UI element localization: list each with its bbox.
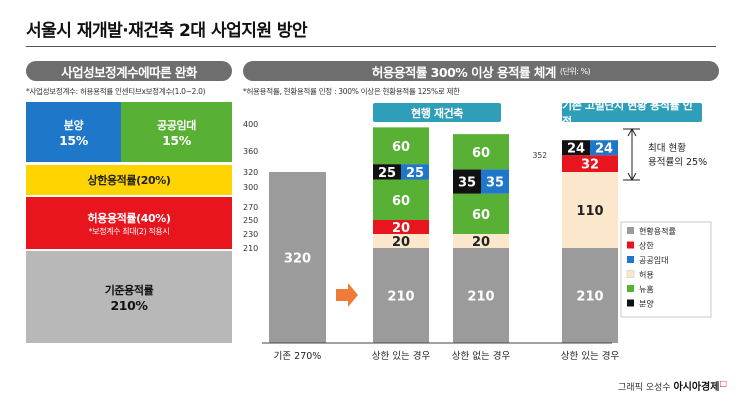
right-panel-note: *허용용적률, 현황용적률 인정 : 300% 이상은 현황용적률 125%로 … bbox=[243, 87, 460, 96]
bar-label: 210 bbox=[576, 290, 603, 305]
left-panel-heading: 사업성보정계수에따른 완화 bbox=[26, 61, 232, 81]
base-label: 기준용적률 bbox=[104, 283, 154, 297]
bar-label: 60 bbox=[392, 140, 410, 155]
page-title: 서울시 재개발·재건축 2대 사업지원 방안 bbox=[26, 21, 308, 41]
upper-limit-box: 상한용적률(20%) bbox=[26, 165, 232, 195]
right-panel-heading: 허용용적률 300% 이상 용적률 체계 (단위: %) bbox=[243, 61, 719, 81]
bar-segment-기준 bbox=[562, 248, 618, 343]
legend-swatch bbox=[627, 227, 634, 234]
y-tick-label: 210 bbox=[243, 244, 258, 253]
bar-label: 60 bbox=[472, 146, 490, 161]
upper-limit-label: 상한용적률(20%) bbox=[87, 174, 171, 187]
bar-label: 20 bbox=[472, 235, 490, 250]
bar-label: 320 bbox=[284, 252, 311, 267]
left-panel-note: *사업성보정계수: 허용용적률 인센티브x보정계수(1.0~2.0) bbox=[26, 87, 206, 96]
category-label: 상한 있는 경우 bbox=[561, 350, 620, 362]
bracket-arrow-down bbox=[627, 172, 637, 182]
bar-label: 24 bbox=[567, 142, 585, 157]
arrow-icon bbox=[336, 283, 358, 307]
bar-segment-분양 bbox=[373, 164, 401, 180]
public-rental-label: 공공임대 bbox=[157, 118, 196, 132]
bar-label: 25 bbox=[406, 166, 424, 181]
sale-box: 분양 15% bbox=[26, 102, 121, 162]
bar-segment-뉴홈 bbox=[373, 127, 429, 165]
credit-author: 그래픽 오성수 bbox=[618, 383, 671, 393]
allowed-box: 허용용적률(40%) *보정계수 최대(2) 적용시 bbox=[26, 197, 232, 249]
legend-label: 뉴홈 bbox=[639, 284, 654, 294]
allowed-label: 허용용적률(40%) bbox=[87, 211, 171, 225]
category-label: 기존 270% bbox=[274, 351, 322, 362]
y-tick-label-352: 352 bbox=[533, 151, 548, 160]
y-tick-label: 270 bbox=[243, 203, 258, 212]
bar-segment-현황용적률 bbox=[269, 172, 326, 343]
bar-segment-상한 bbox=[373, 220, 429, 234]
legend-label: 허용 bbox=[639, 271, 654, 280]
credit: 그래픽 오성수 아시아경제□ bbox=[618, 379, 727, 393]
tag-current-rebuild: 현행 재건축 bbox=[373, 103, 501, 122]
y-tick-label: 400 bbox=[243, 120, 258, 129]
bar-segment-기준 bbox=[373, 248, 429, 343]
brand-logo: 아시아경제 bbox=[673, 382, 720, 393]
y-tick-label: 320 bbox=[243, 168, 258, 177]
bar-segment-공공임대 bbox=[590, 140, 618, 156]
y-tick-label: 230 bbox=[243, 230, 258, 239]
category-label: 상한 있는 경우 bbox=[372, 350, 431, 362]
bar-segment-분양 bbox=[453, 169, 481, 194]
base-value: 210% bbox=[110, 297, 148, 313]
bar-label: 210 bbox=[387, 290, 414, 305]
public-rental-box: 공공임대 15% bbox=[121, 102, 232, 162]
legend-swatch bbox=[627, 256, 634, 263]
right-panel-title: 허용용적률 300% 이상 용적률 체계 bbox=[371, 64, 557, 80]
bar-label: 60 bbox=[392, 194, 410, 209]
category-label: 상한 없는 경우 bbox=[452, 350, 511, 362]
legend-label: 현황용적률 bbox=[639, 226, 676, 236]
bar-segment-뉴홈 bbox=[453, 193, 509, 234]
y-tick-label: 300 bbox=[243, 183, 258, 192]
bar-segment-허용 bbox=[562, 172, 618, 248]
bracket-arrow-up bbox=[627, 127, 637, 137]
y-tick-label: 250 bbox=[243, 216, 258, 225]
bar-label: 20 bbox=[392, 221, 410, 236]
bar-segment-허용 bbox=[453, 234, 509, 248]
legend-label: 상한 bbox=[639, 241, 654, 251]
legend-swatch bbox=[626, 270, 635, 278]
annotation-line1: 최대 현황 bbox=[648, 143, 686, 154]
allowed-sub: *보정계수 최대(2) 적용시 bbox=[88, 226, 170, 236]
title-divider bbox=[26, 46, 716, 47]
annotation-line2: 용적률의 25% bbox=[648, 156, 707, 168]
legend-box bbox=[620, 221, 712, 318]
bar-label: 60 bbox=[472, 208, 490, 223]
bar-segment-뉴홈 bbox=[373, 179, 429, 220]
bar-label: 210 bbox=[467, 290, 494, 305]
bar-segment-분양 bbox=[562, 140, 590, 156]
bar-label: 20 bbox=[392, 235, 410, 250]
bar-label: 24 bbox=[595, 142, 613, 157]
legend-swatch bbox=[627, 241, 634, 249]
bar-segment-상한 bbox=[562, 155, 618, 172]
legend-swatch bbox=[627, 299, 634, 307]
legend-label: 공공임대 bbox=[639, 256, 668, 265]
bar-label: 110 bbox=[576, 204, 603, 219]
base-box: 기준용적률 210% bbox=[26, 251, 232, 343]
legend-swatch bbox=[627, 285, 634, 292]
bar-segment-허용 bbox=[373, 234, 429, 248]
bar-segment-기준 bbox=[453, 248, 509, 343]
sale-label: 분양 bbox=[63, 118, 84, 132]
right-panel-unit: (단위: %) bbox=[559, 66, 591, 76]
bar-segment-공공임대 bbox=[481, 169, 509, 194]
bar-label: 32 bbox=[581, 158, 599, 173]
public-rental-value: 15% bbox=[162, 132, 191, 148]
bar-label: 35 bbox=[486, 176, 504, 191]
bar-label: 25 bbox=[378, 166, 396, 181]
y-tick-label: 360 bbox=[243, 147, 258, 156]
bar-segment-공공임대 bbox=[401, 164, 429, 180]
sale-value: 15% bbox=[59, 132, 88, 148]
bar-label: 35 bbox=[458, 176, 476, 191]
legend-label: 분양 bbox=[639, 300, 654, 309]
bar-segment-뉴홈 bbox=[453, 134, 509, 170]
